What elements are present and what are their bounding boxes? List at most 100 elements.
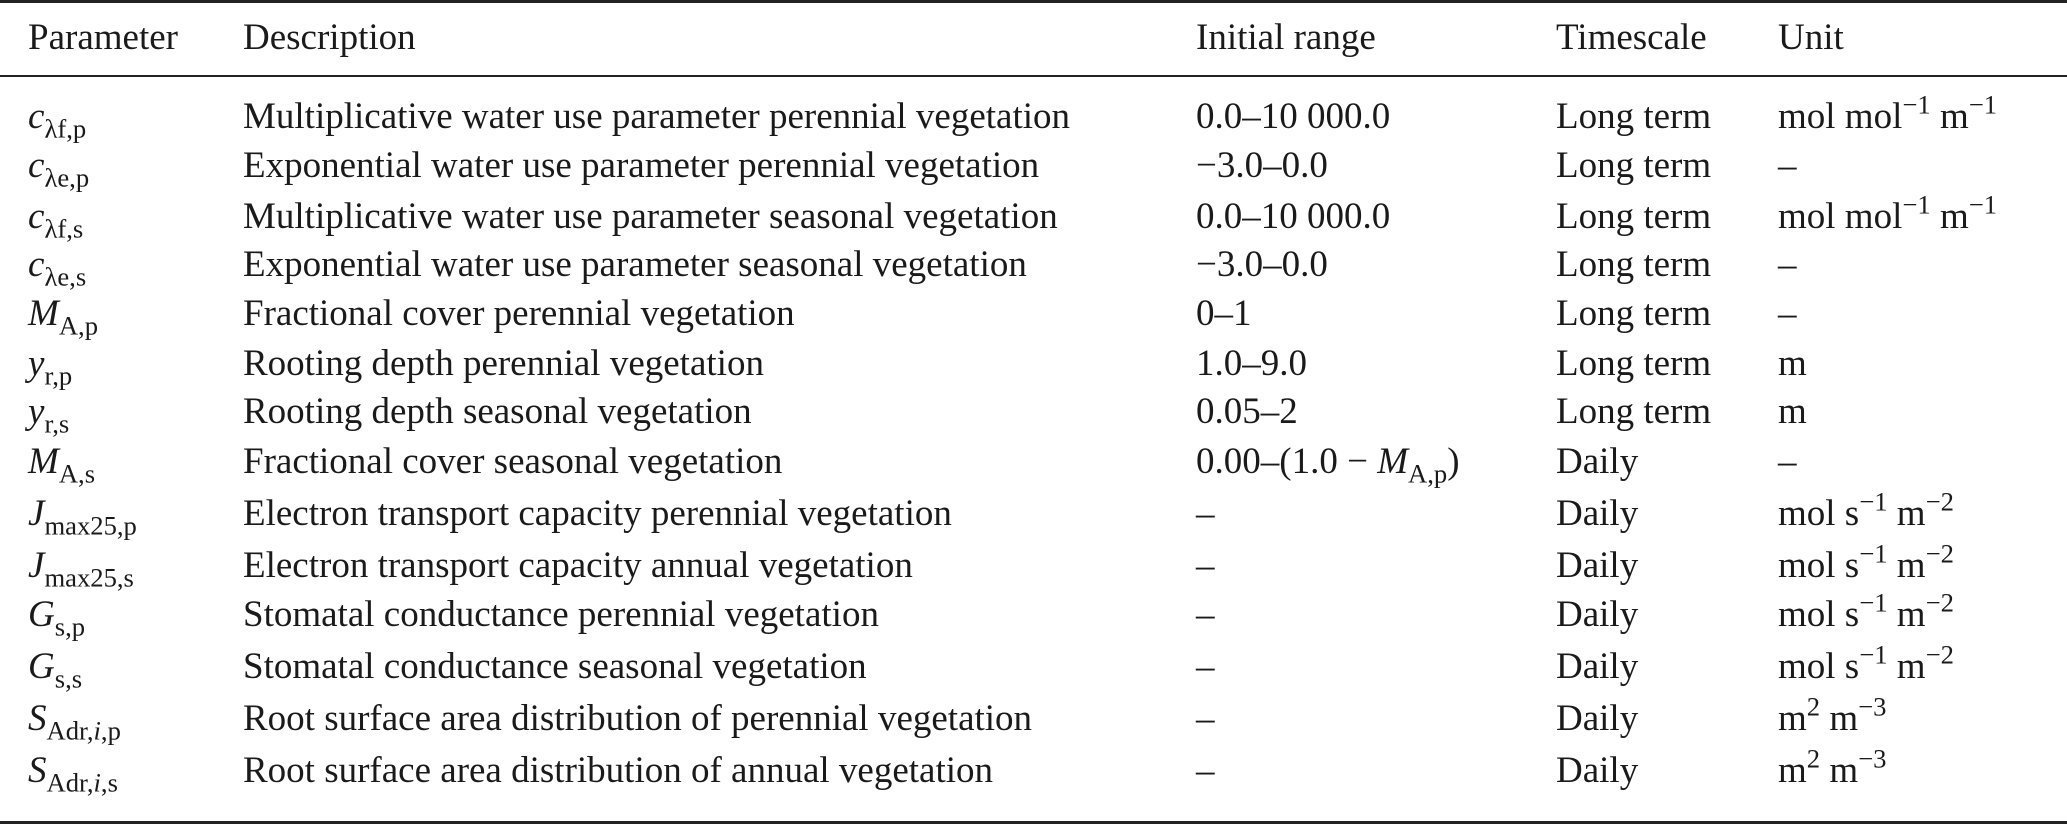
- parameter-subscript: r,s: [44, 408, 70, 439]
- cell-description: Rooting depth perennial vegetation: [243, 343, 764, 384]
- unit-exponent: −2: [1925, 486, 1954, 517]
- table-header-rule: [0, 75, 2067, 77]
- cell-unit: mol s−1 m−2: [1778, 587, 1954, 635]
- parameter-subscript: max25,s: [44, 562, 134, 593]
- cell-unit: mol s−1 m−2: [1778, 538, 1954, 586]
- cell-unit: –: [1778, 244, 1797, 285]
- cell-timescale: Long term: [1556, 196, 1712, 237]
- parameter-symbol: M: [28, 441, 59, 482]
- parameter-symbol: S: [28, 698, 47, 739]
- table-top-rule: [0, 0, 2067, 3]
- cell-initial-range: −3.0–0.0: [1196, 145, 1328, 186]
- cell-unit: –: [1778, 293, 1797, 334]
- parameter-subscript: Adr,i,p: [46, 715, 121, 746]
- cell-initial-range: 0.05–2: [1196, 391, 1298, 432]
- parameter-symbol: G: [28, 646, 55, 687]
- parameter-subscript: λf,s: [44, 213, 84, 244]
- table-bottom-rule: [0, 821, 2067, 824]
- cell-parameter: cλe,p: [28, 144, 89, 191]
- cell-description: Multiplicative water use parameter seaso…: [243, 196, 1058, 237]
- cell-parameter: Jmax25,p: [28, 492, 137, 539]
- cell-initial-range: –: [1196, 545, 1215, 586]
- unit-exponent: 2: [1806, 691, 1821, 722]
- unit-exponent: −1: [1859, 587, 1888, 618]
- header-timescale: Timescale: [1556, 17, 1707, 58]
- parameter-subscript-index: i: [93, 715, 101, 746]
- unit-exponent: −2: [1925, 538, 1954, 569]
- cell-timescale: Daily: [1556, 441, 1639, 482]
- cell-initial-range: 0.0–10 000.0: [1196, 196, 1391, 237]
- cell-unit: –: [1778, 441, 1797, 482]
- unit-exponent: −1: [1968, 89, 1998, 120]
- unit-exponent: −2: [1925, 639, 1954, 670]
- cell-description: Electron transport capacity annual veget…: [243, 545, 913, 586]
- cell-parameter: yr,p: [28, 342, 72, 389]
- cell-initial-range: 1.0–9.0: [1196, 343, 1307, 384]
- unit-exponent: −1: [1968, 189, 1998, 220]
- cell-timescale: Long term: [1556, 145, 1712, 186]
- cell-description: Rooting depth seasonal vegetation: [243, 391, 752, 432]
- parameter-symbol: y: [28, 391, 45, 432]
- cell-description: Electron transport capacity perennial ve…: [243, 493, 952, 534]
- cell-unit: mol s−1 m−2: [1778, 639, 1954, 687]
- header-initial-range: Initial range: [1196, 17, 1376, 58]
- header-parameter: Parameter: [28, 17, 178, 58]
- cell-timescale: Daily: [1556, 698, 1639, 739]
- unit-exponent: 2: [1806, 743, 1821, 774]
- cell-description: Root surface area distribution of perenn…: [243, 698, 1033, 739]
- header-description: Description: [243, 17, 416, 58]
- cell-timescale: Daily: [1556, 750, 1639, 791]
- parameter-subscript: s,p: [54, 611, 86, 642]
- cell-unit: mol s−1 m−2: [1778, 486, 1954, 534]
- cell-parameter: SAdr,i,s: [28, 749, 118, 796]
- parameter-subscript: λe,s: [44, 261, 87, 292]
- cell-timescale: Long term: [1556, 391, 1712, 432]
- parameter-subscript: A,s: [58, 458, 96, 489]
- header-unit: Unit: [1778, 17, 1844, 58]
- cell-description: Multiplicative water use parameter peren…: [243, 96, 1071, 137]
- unit-exponent: −1: [1859, 486, 1888, 517]
- range-symbol-subscript: A,p: [1408, 458, 1448, 489]
- cell-timescale: Daily: [1556, 493, 1639, 534]
- unit-exponent: −3: [1858, 691, 1887, 722]
- parameter-subscript: λe,p: [44, 162, 90, 193]
- cell-unit: –: [1778, 145, 1797, 186]
- cell-parameter: yr,s: [28, 390, 69, 437]
- parameter-symbol: M: [28, 293, 59, 334]
- parameter-subscript: Adr,i,s: [46, 767, 118, 798]
- cell-timescale: Long term: [1556, 96, 1712, 137]
- cell-description: Exponential water use parameter perennia…: [243, 145, 1040, 186]
- cell-initial-range: –: [1196, 493, 1215, 534]
- unit-exponent: −1: [1859, 538, 1888, 569]
- parameter-subscript: A,p: [58, 310, 99, 341]
- unit-exponent: −1: [1902, 189, 1931, 220]
- cell-description: Stomatal conductance perennial vegetatio…: [243, 594, 879, 635]
- cell-initial-range: 0–1: [1196, 293, 1252, 334]
- cell-timescale: Long term: [1556, 293, 1712, 334]
- cell-description: Fractional cover seasonal vegetation: [243, 441, 783, 482]
- cell-timescale: Long term: [1556, 343, 1712, 384]
- cell-unit: m2 m−3: [1778, 743, 1887, 791]
- cell-initial-range: –: [1196, 750, 1215, 791]
- cell-timescale: Long term: [1556, 244, 1712, 285]
- range-symbol: M: [1377, 441, 1409, 482]
- cell-parameter: Gs,p: [28, 593, 85, 640]
- cell-initial-range: –: [1196, 698, 1215, 739]
- parameter-symbol: c: [28, 196, 45, 237]
- cell-parameter: MA,s: [28, 440, 95, 487]
- parameter-symbol: c: [28, 96, 45, 137]
- cell-unit: mol mol−1 m−1: [1778, 189, 1998, 237]
- unit-exponent: −1: [1859, 639, 1888, 670]
- cell-timescale: Daily: [1556, 646, 1639, 687]
- cell-parameter: Gs,s: [28, 645, 82, 692]
- cell-unit: mol mol−1 m−1: [1778, 89, 1998, 137]
- cell-initial-range: 0.00–(1.0 − MA,p): [1196, 441, 1460, 489]
- cell-initial-range: –: [1196, 646, 1215, 687]
- unit-exponent: −3: [1858, 743, 1887, 774]
- cell-timescale: Daily: [1556, 594, 1639, 635]
- cell-unit: m: [1778, 343, 1807, 384]
- parameter-subscript: λf,p: [44, 113, 87, 144]
- cell-description: Exponential water use parameter seasonal…: [243, 244, 1027, 285]
- cell-unit: m: [1778, 391, 1807, 432]
- parameter-subscript-index: i: [93, 767, 101, 798]
